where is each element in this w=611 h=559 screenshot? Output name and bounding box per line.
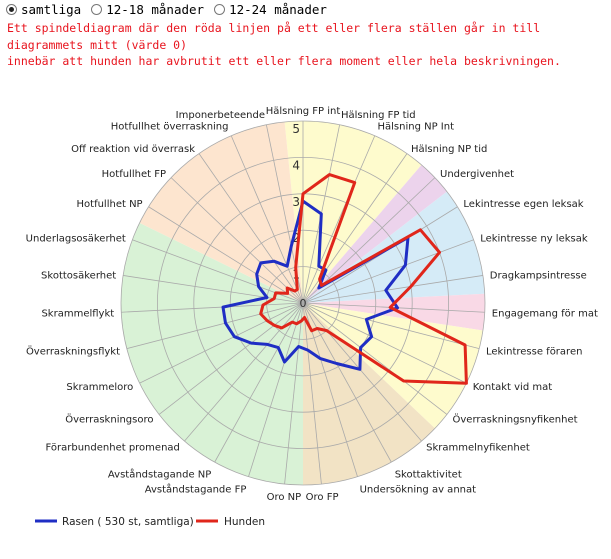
category-label: Off reaktion vid överrask (71, 144, 195, 155)
grid-spoke (170, 177, 304, 304)
category-label: Hälsning NP Int (378, 121, 455, 132)
grid-spoke (198, 153, 304, 304)
category-label: Hotfullhet överraskning (111, 121, 229, 132)
category-label: Skrammelflykt (41, 309, 114, 320)
category-label: Engagemang för mat (492, 309, 598, 320)
grid-spoke (148, 206, 304, 304)
chart-sector (303, 293, 486, 331)
legend-label-hunden: Hunden (224, 516, 265, 528)
category-label: Lekintresse ny leksak (480, 233, 588, 244)
category-label: Hotfullhet NP (77, 199, 143, 210)
radio-icon[interactable] (214, 3, 226, 15)
grid-spoke (139, 302, 304, 384)
category-label: Hälsning FP int (266, 106, 341, 117)
ring-tick-label: 3 (292, 195, 300, 209)
radio-icon[interactable] (91, 3, 103, 15)
radio-selected-icon[interactable] (6, 3, 17, 15)
series-line-hunden (259, 173, 468, 385)
grid-spoke (126, 302, 304, 350)
category-label: Lekintresse egen leksak (463, 199, 583, 210)
explanation-line-1: Ett spindeldiagram där den röda linjen p… (7, 21, 541, 52)
category-label: Hälsning NP tid (411, 144, 487, 155)
grid-spoke (248, 302, 304, 477)
filter-option-12-24[interactable]: 12-24 månader (214, 2, 327, 17)
chart-sector (303, 303, 483, 429)
series-line-rasen (221, 199, 410, 371)
category-label: Oro NP (267, 492, 302, 503)
category-label: Skrammeloro (66, 382, 133, 393)
category-label: Undergivenhet (440, 169, 514, 180)
category-label: Oro FP (306, 492, 339, 503)
filter-option-12-18[interactable]: 12-18 månader (91, 2, 204, 17)
ring-tick-label: 5 (292, 122, 300, 136)
legend-label-rasen: Rasen ( 530 st, samtliga) (62, 516, 194, 528)
category-label: Hälsning FP tid (341, 110, 416, 121)
filter-option-label: 12-24 månader (229, 1, 327, 17)
chart-sector (120, 222, 303, 485)
filter-option-label: 12-18 månader (106, 1, 205, 17)
category-label: Skottosäkerhet (41, 270, 116, 281)
chart-sector (303, 303, 435, 485)
center-tick-label: 0 (300, 297, 307, 310)
category-label: Överraskningsoro (65, 413, 153, 426)
grid-spoke (302, 302, 322, 485)
dataset-filter: samtliga 12-18 månader 12-24 månader (6, 0, 337, 18)
category-label: Överraskningsnyfikenhet (453, 413, 578, 426)
grid-spoke (302, 135, 376, 304)
grid-spoke (121, 302, 304, 313)
category-label: Skrammelnyfikenhet (426, 442, 530, 453)
grid-spoke (302, 302, 422, 442)
grid-spoke (302, 302, 448, 415)
grid-spoke (302, 302, 480, 350)
category-label: Imponerbeteende (176, 110, 265, 121)
filter-option-label: samtliga (21, 1, 82, 17)
ring-tick-label: 4 (292, 158, 300, 172)
category-label: Underlagsosäkerhet (26, 233, 126, 244)
grid-spoke (302, 239, 474, 304)
category-label: Avståndstagande NP (108, 467, 211, 480)
category-label: Skottaktivitet (395, 469, 462, 480)
chart-explanation: Ett spindeldiagram där den röda linjen p… (7, 20, 607, 70)
grid-spoke (214, 302, 304, 463)
category-label: Undersökning av annat (360, 484, 477, 495)
chart-sector (303, 191, 485, 303)
category-label: Avståndstagande FP (145, 482, 247, 495)
category-label: Hotfullhet FP (102, 169, 166, 180)
explanation-line-2: innebär att hunden har avbrutit ett elle… (7, 54, 561, 68)
category-label: Förarbundenhet promenad (46, 442, 180, 453)
grid-spoke (230, 135, 304, 304)
category-label: Lekintresse föraren (486, 346, 582, 357)
ring-tick-label: 2 (292, 231, 300, 245)
grid-spoke (284, 302, 304, 485)
grid-spoke (158, 302, 304, 415)
category-label: Överraskningsflykt (26, 344, 120, 357)
category-label: Dragkampsintresse (490, 270, 587, 281)
grid-spoke (302, 302, 467, 384)
filter-option-samtliga[interactable]: samtliga (6, 2, 81, 17)
chart-sector (139, 121, 303, 304)
category-label: Kontakt vid mat (473, 382, 553, 393)
grid-spoke (302, 275, 483, 304)
